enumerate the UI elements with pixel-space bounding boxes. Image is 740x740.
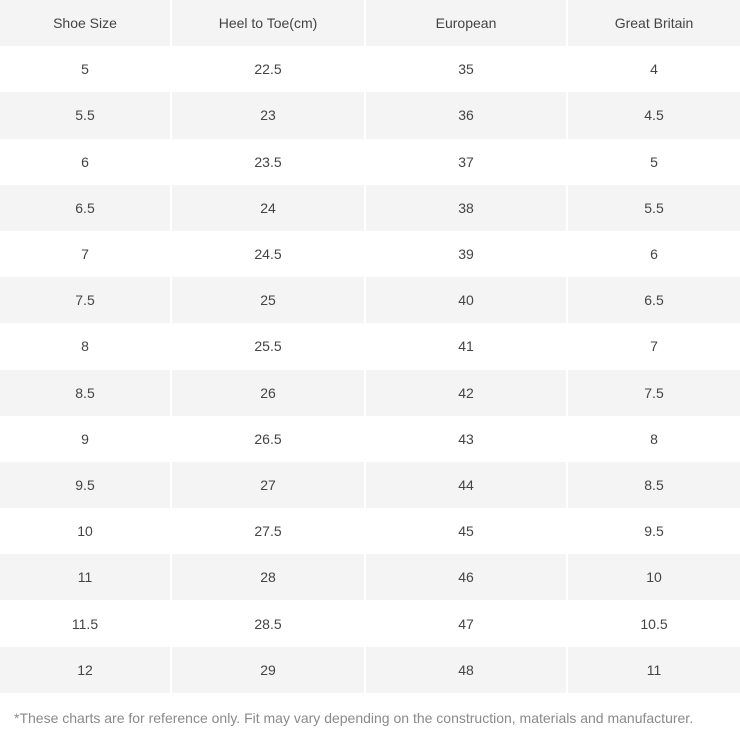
table-cell: 7 bbox=[81, 246, 89, 263]
table-cell: 6 bbox=[650, 246, 658, 263]
table-cell: 7.5 bbox=[0, 277, 170, 324]
table-cell: 4 bbox=[650, 61, 658, 78]
table-cell: 9.5 bbox=[0, 461, 170, 509]
table-cell: 23.5 bbox=[254, 153, 282, 170]
table-cell: 25.5 bbox=[254, 338, 282, 355]
table-cell: 8 bbox=[81, 338, 89, 355]
table-cell: 42 bbox=[366, 369, 566, 416]
table-cell: 8.5 bbox=[568, 461, 740, 509]
table-cell: 26.5 bbox=[254, 430, 282, 447]
table-cell: 4.5 bbox=[568, 92, 740, 139]
table-cell: 10 bbox=[568, 554, 740, 601]
table-cell: 12 bbox=[0, 646, 170, 693]
table-cell: 41 bbox=[458, 338, 474, 355]
table-cell: 46 bbox=[366, 554, 566, 601]
table-cell: 27.5 bbox=[254, 523, 282, 540]
table-cell: 25 bbox=[172, 277, 364, 324]
table-cell: 6.5 bbox=[568, 277, 740, 324]
table-cell: 9.5 bbox=[644, 523, 664, 540]
table-cell: 47 bbox=[458, 615, 474, 632]
table-cell: 28 bbox=[172, 554, 364, 601]
table-cell: 44 bbox=[366, 461, 566, 509]
table-cell: 5 bbox=[81, 61, 89, 78]
table-cell: 35 bbox=[458, 61, 474, 78]
table-cell: 9 bbox=[81, 430, 89, 447]
table-cell: 7 bbox=[650, 338, 658, 355]
table-cell: 11 bbox=[0, 554, 170, 601]
table-cell: 29 bbox=[172, 646, 364, 693]
header-cell: Great Britain bbox=[568, 0, 740, 47]
table-cell: 38 bbox=[366, 184, 566, 231]
table-cell: 24.5 bbox=[254, 246, 282, 263]
table-cell: 37 bbox=[458, 153, 474, 170]
table-cell: 10 bbox=[77, 523, 93, 540]
header-cell: European bbox=[366, 0, 566, 47]
table-cell: 6.5 bbox=[0, 184, 170, 231]
table-cell: 7.5 bbox=[568, 369, 740, 416]
table-cell: 48 bbox=[366, 646, 566, 693]
table-cell: 43 bbox=[458, 430, 474, 447]
table-cell: 23 bbox=[172, 92, 364, 139]
table-cell: 26 bbox=[172, 369, 364, 416]
table-cell: 10.5 bbox=[640, 615, 668, 632]
table-cell: 5.5 bbox=[568, 184, 740, 231]
table-cell: 39 bbox=[458, 246, 474, 263]
table-cell: 27 bbox=[172, 461, 364, 509]
table-cell: 6 bbox=[81, 153, 89, 170]
header-cell: Heel to Toe(cm) bbox=[172, 0, 364, 47]
table-cell: 5.5 bbox=[0, 92, 170, 139]
size-table: Shoe Size Heel to Toe(cm) European Great Br… bbox=[0, 0, 740, 693]
table-cell: 28.5 bbox=[254, 615, 282, 632]
table-cell: 24 bbox=[172, 184, 364, 231]
table-cell: 40 bbox=[366, 277, 566, 324]
table-cell: 45 bbox=[458, 523, 474, 540]
table-cell: 8.5 bbox=[0, 369, 170, 416]
table-cell: 11 bbox=[568, 646, 740, 693]
table-cell: 8 bbox=[650, 430, 658, 447]
table-cell: 11.5 bbox=[71, 615, 99, 632]
table-cell: 36 bbox=[366, 92, 566, 139]
footnote: *These charts are for reference only. Fi… bbox=[14, 710, 694, 726]
header-cell: Shoe Size bbox=[0, 0, 170, 47]
table-cell: 5 bbox=[650, 153, 658, 170]
table-cell: 22.5 bbox=[254, 61, 282, 78]
